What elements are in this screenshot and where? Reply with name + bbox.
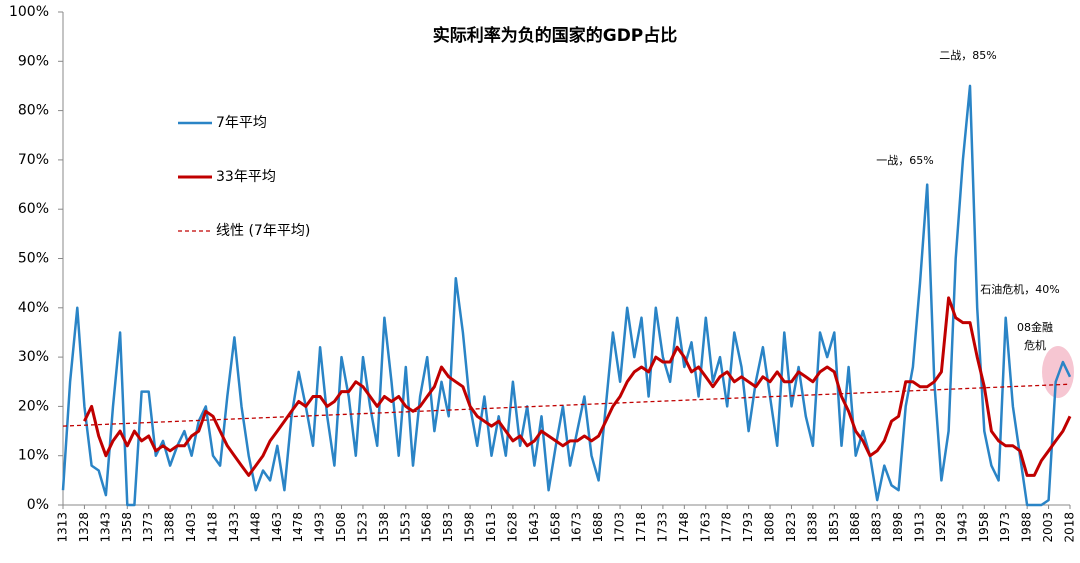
x-tick-label: 1508 <box>334 512 348 543</box>
y-tick-label: 80% <box>18 103 49 119</box>
annotation: 二战，85% <box>939 49 996 62</box>
x-tick-label: 1688 <box>591 512 605 543</box>
annotation: 08金融 <box>1017 320 1053 334</box>
x-tick-label: 1658 <box>548 512 562 543</box>
x-tick-label: 1853 <box>827 512 841 543</box>
x-tick-label: 1718 <box>634 512 648 543</box>
y-tick-label: 70% <box>18 152 49 168</box>
x-tick-label: 1778 <box>720 512 734 543</box>
x-tick-label: 1478 <box>291 512 305 543</box>
x-tick-label: 1913 <box>913 512 927 543</box>
y-tick-label: 30% <box>18 349 49 365</box>
x-tick-label: 1838 <box>805 512 819 543</box>
x-tick-label: 1868 <box>848 512 862 543</box>
x-tick-label: 1313 <box>56 512 70 543</box>
x-tick-label: 1493 <box>313 512 327 543</box>
x-tick-label: 1808 <box>763 512 777 543</box>
x-tick-label: 1703 <box>613 512 627 543</box>
x-tick-label: 1928 <box>934 512 948 543</box>
legend-label: 线性 (7年平均) <box>216 223 310 239</box>
x-tick-label: 1373 <box>141 512 155 543</box>
x-tick-label: 1388 <box>163 512 177 543</box>
y-tick-label: 60% <box>18 201 49 217</box>
annotation: 石油危机，40% <box>980 282 1059 296</box>
y-tick-label: 100% <box>9 4 49 20</box>
annotation: 一战，65% <box>876 154 933 167</box>
x-tick-label: 1823 <box>784 512 798 543</box>
chart-title: 实际利率为负的国家的GDP占比 <box>433 25 678 46</box>
x-tick-label: 1343 <box>98 512 112 543</box>
x-tick-label: 1598 <box>463 512 477 543</box>
y-tick-label: 20% <box>18 398 49 414</box>
x-tick-label: 1538 <box>377 512 391 543</box>
x-tick-label: 1973 <box>998 512 1012 543</box>
x-tick-label: 1328 <box>77 512 91 543</box>
x-tick-label: 1958 <box>977 512 991 543</box>
x-tick-label: 1628 <box>505 512 519 543</box>
x-tick-label: 1943 <box>955 512 969 543</box>
series-line <box>83 296 1072 477</box>
x-tick-label: 2003 <box>1041 512 1055 543</box>
x-tick-label: 1748 <box>677 512 691 543</box>
y-tick-label: 10% <box>18 448 49 464</box>
x-tick-label: 1358 <box>120 512 134 543</box>
x-tick-label: 1883 <box>870 512 884 543</box>
x-tick-label: 1613 <box>484 512 498 543</box>
x-tick-label: 1418 <box>205 512 219 543</box>
x-tick-label: 1523 <box>355 512 369 543</box>
x-tick-label: 1553 <box>398 512 412 543</box>
x-tick-label: 2018 <box>1063 512 1077 543</box>
series-line <box>61 84 1072 507</box>
y-tick-label: 50% <box>18 251 49 267</box>
x-tick-label: 1448 <box>248 512 262 543</box>
x-tick-label: 1403 <box>184 512 198 543</box>
y-tick-label: 0% <box>27 497 49 513</box>
y-tick-label: 90% <box>18 53 49 69</box>
x-tick-label: 1763 <box>698 512 712 543</box>
x-tick-label: 1733 <box>655 512 669 543</box>
legend-label: 7年平均 <box>216 115 267 131</box>
annotation: 危机 <box>1024 338 1046 352</box>
x-tick-label: 1988 <box>1020 512 1034 543</box>
x-tick-label: 1793 <box>741 512 755 543</box>
x-tick-label: 1433 <box>227 512 241 543</box>
x-tick-label: 1643 <box>527 512 541 543</box>
y-tick-label: 40% <box>18 300 49 316</box>
x-tick-label: 1463 <box>270 512 284 543</box>
x-tick-label: 1898 <box>891 512 905 543</box>
x-tick-label: 1568 <box>420 512 434 543</box>
legend-label: 33年平均 <box>216 169 276 185</box>
x-tick-label: 1673 <box>570 512 584 543</box>
x-tick-label: 1583 <box>441 512 455 543</box>
